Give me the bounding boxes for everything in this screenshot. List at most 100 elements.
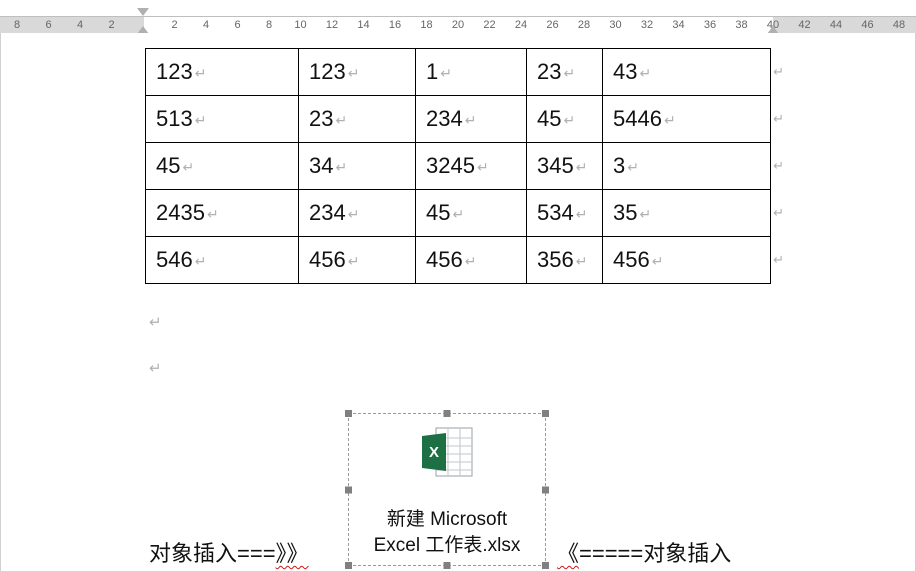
row-end-mark: ↵ bbox=[773, 205, 784, 221]
paragraph-mark: ↵ bbox=[465, 112, 477, 128]
table-cell[interactable]: 234↵ bbox=[299, 190, 416, 237]
ruler-number: 12 bbox=[326, 19, 338, 31]
paragraph-mark: ↵ bbox=[563, 112, 575, 128]
data-table[interactable]: 123↵123↵1↵23↵43↵↵513↵23↵234↵45↵5446↵↵45↵… bbox=[145, 48, 771, 284]
embedded-object[interactable]: X 新建 Microsoft Excel 工作表.xlsx bbox=[348, 413, 546, 566]
paragraph-mark: ↵ bbox=[639, 206, 651, 222]
row-end-mark: ↵ bbox=[773, 252, 784, 268]
table-cell[interactable]: 123↵ bbox=[146, 49, 299, 96]
table-cell[interactable]: 456↵ bbox=[299, 237, 416, 284]
inline-text-right: 《=====对象插入 bbox=[557, 536, 731, 568]
paragraph-mark: ↵ bbox=[195, 112, 207, 128]
table-cell[interactable]: 43↵↵ bbox=[603, 49, 771, 96]
ruler-number: 14 bbox=[357, 19, 369, 31]
table-cell[interactable]: 34↵ bbox=[299, 143, 416, 190]
ruler-number: 44 bbox=[830, 19, 842, 31]
paragraph-mark: ↵ bbox=[195, 65, 207, 81]
paragraph-mark: ↵ bbox=[440, 65, 452, 81]
table-cell[interactable]: 546↵ bbox=[146, 237, 299, 284]
resize-handle-mr[interactable] bbox=[542, 486, 549, 493]
first-line-indent-marker[interactable] bbox=[137, 8, 149, 16]
ruler-number: 16 bbox=[389, 19, 401, 31]
ruler-number: 8 bbox=[266, 19, 272, 31]
row-end-mark: ↵ bbox=[773, 111, 784, 127]
table-cell[interactable]: 456↵ bbox=[416, 237, 527, 284]
object-filename-line1: 新建 Microsoft bbox=[387, 509, 507, 530]
ruler-number: 24 bbox=[515, 19, 527, 31]
paragraph-mark: ↵ bbox=[576, 159, 588, 175]
spellcheck-squiggle: 《 bbox=[557, 541, 579, 566]
cell-value: 123 bbox=[309, 59, 346, 84]
table-row: 546↵456↵456↵356↵456↵↵ bbox=[146, 237, 771, 284]
table-cell[interactable]: 534↵ bbox=[527, 190, 603, 237]
resize-handle-tm[interactable] bbox=[444, 410, 451, 417]
resize-handle-tr[interactable] bbox=[542, 410, 549, 417]
table-cell[interactable]: 23↵ bbox=[299, 96, 416, 143]
table-cell[interactable]: 45↵ bbox=[146, 143, 299, 190]
ruler-number: 4 bbox=[203, 19, 209, 31]
paragraph-mark: ↵ bbox=[576, 253, 588, 269]
svg-text:X: X bbox=[429, 444, 439, 461]
ruler-number: 2 bbox=[171, 19, 177, 31]
cell-value: 43 bbox=[613, 59, 637, 84]
cell-value: 546 bbox=[156, 247, 193, 272]
cell-value: 45 bbox=[156, 153, 180, 178]
paragraph-mark: ↵ bbox=[563, 65, 575, 81]
cell-value: 456 bbox=[613, 247, 650, 272]
paragraph-mark: ↵ bbox=[627, 159, 639, 175]
ruler-number: 32 bbox=[641, 19, 653, 31]
cell-value: 534 bbox=[537, 200, 574, 225]
ruler-number: 8 bbox=[14, 19, 20, 31]
cell-value: 35 bbox=[613, 200, 637, 225]
ruler-number: 36 bbox=[704, 19, 716, 31]
resize-handle-ml[interactable] bbox=[345, 486, 352, 493]
cell-value: 513 bbox=[156, 106, 193, 131]
cell-value: 5446 bbox=[613, 106, 662, 131]
table-row: 123↵123↵1↵23↵43↵↵ bbox=[146, 49, 771, 96]
table-cell[interactable]: 456↵↵ bbox=[603, 237, 771, 284]
ruler-number: 2 bbox=[108, 19, 114, 31]
text-run: 对象插入=== bbox=[149, 541, 276, 566]
cell-value: 45 bbox=[537, 106, 561, 131]
resize-handle-bl[interactable] bbox=[345, 562, 352, 569]
table-cell[interactable]: 3245↵ bbox=[416, 143, 527, 190]
paragraph-mark: ↵ bbox=[195, 253, 207, 269]
table-cell[interactable]: 23↵ bbox=[527, 49, 603, 96]
paragraph-mark: ↵ bbox=[182, 159, 194, 175]
ruler-number: 38 bbox=[735, 19, 747, 31]
cell-value: 234 bbox=[426, 106, 463, 131]
paragraph-mark: ↵ bbox=[576, 206, 588, 222]
ruler-number: 10 bbox=[294, 19, 306, 31]
resize-handle-bm[interactable] bbox=[444, 562, 451, 569]
table-cell[interactable]: 234↵ bbox=[416, 96, 527, 143]
cell-value: 1 bbox=[426, 59, 438, 84]
table-cell[interactable]: 3↵↵ bbox=[603, 143, 771, 190]
ruler-number: 28 bbox=[578, 19, 590, 31]
paragraph-mark: ↵ bbox=[149, 359, 162, 377]
table-cell[interactable]: 1↵ bbox=[416, 49, 527, 96]
ruler-number: 30 bbox=[609, 19, 621, 31]
table-cell[interactable]: 2435↵ bbox=[146, 190, 299, 237]
table-cell[interactable]: 5446↵↵ bbox=[603, 96, 771, 143]
table-cell[interactable]: 345↵ bbox=[527, 143, 603, 190]
resize-handle-br[interactable] bbox=[542, 562, 549, 569]
table-cell[interactable]: 123↵ bbox=[299, 49, 416, 96]
cell-value: 234 bbox=[309, 200, 346, 225]
ruler-number: 26 bbox=[546, 19, 558, 31]
cell-value: 456 bbox=[309, 247, 346, 272]
table-row: 513↵23↵234↵45↵5446↵↵ bbox=[146, 96, 771, 143]
ruler-number: 6 bbox=[234, 19, 240, 31]
table-cell[interactable]: 45↵ bbox=[416, 190, 527, 237]
table-cell[interactable]: 513↵ bbox=[146, 96, 299, 143]
table-cell[interactable]: 356↵ bbox=[527, 237, 603, 284]
ruler-number: 18 bbox=[420, 19, 432, 31]
cell-value: 23 bbox=[537, 59, 561, 84]
text-run: =====对象插入 bbox=[579, 541, 731, 566]
row-end-mark: ↵ bbox=[773, 158, 784, 174]
paragraph-mark: ↵ bbox=[652, 253, 664, 269]
table-cell[interactable]: 45↵ bbox=[527, 96, 603, 143]
ruler-number: 20 bbox=[452, 19, 464, 31]
table-cell[interactable]: 35↵↵ bbox=[603, 190, 771, 237]
paragraph-mark: ↵ bbox=[335, 112, 347, 128]
resize-handle-tl[interactable] bbox=[345, 410, 352, 417]
